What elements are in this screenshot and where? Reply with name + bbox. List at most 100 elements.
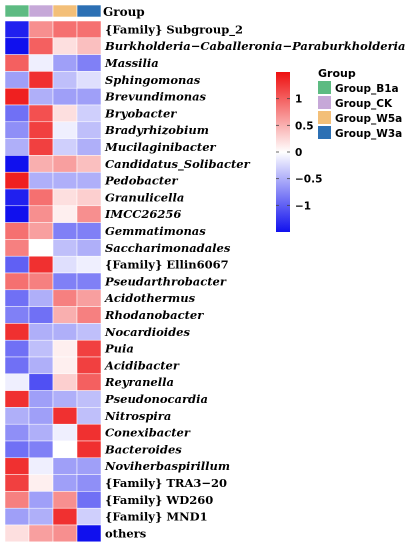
- row-label: {Family} Subgroup_2: [105, 22, 243, 37]
- heatmap-cell: [76, 20, 102, 39]
- heatmap-cell: [4, 54, 30, 72]
- heatmap-cell: [52, 255, 78, 274]
- heatmap-cell: [28, 339, 54, 358]
- tick-label: −0.5: [295, 174, 322, 186]
- heatmap-cell: [52, 457, 78, 475]
- row-label: Brevundimonas: [104, 90, 207, 104]
- heatmap-cell: [52, 188, 78, 207]
- row-label: {Family} Ellin6067: [105, 258, 229, 272]
- row-label: Reyranella: [104, 375, 174, 389]
- heatmap-cell: [76, 272, 102, 291]
- heatmap-cell: [4, 155, 30, 173]
- legend-label: Group_W5a: [335, 113, 402, 125]
- heatmap-cell: [52, 507, 78, 526]
- heatmap-cell: [52, 54, 78, 72]
- heatmap-cell: [52, 524, 78, 543]
- heatmap-cell: [52, 71, 78, 89]
- heatmap-cell: [4, 440, 30, 459]
- row-label: Pseudarthrobacter: [104, 274, 227, 288]
- heatmap-cell: [4, 255, 30, 274]
- annotation-cell-group-b1a: [4, 4, 30, 18]
- row-label: Puia: [104, 342, 134, 356]
- row-label: Gemmatimonas: [105, 224, 206, 238]
- row-label: IMCC26256: [104, 207, 181, 221]
- heatmap-cell: [28, 188, 54, 207]
- heatmap-cell: [52, 474, 78, 492]
- heatmap-cell: [52, 306, 78, 324]
- row-label: Bradyrhizobium: [104, 123, 209, 137]
- heatmap-cell: [4, 121, 30, 139]
- heatmap-cell: [28, 407, 54, 425]
- legend-label: Group_B1a: [335, 83, 399, 95]
- heatmap-cell: [4, 457, 30, 475]
- heatmap-cell: [76, 155, 102, 173]
- heatmap-cell: [52, 138, 78, 156]
- heatmap-cell: [28, 457, 54, 475]
- heatmap-cell: [52, 155, 78, 173]
- heatmap-cell: [4, 222, 30, 240]
- heatmap-cell: [4, 239, 30, 257]
- heatmap-cell: [52, 407, 78, 425]
- annotation-cell-group-w5a: [52, 4, 78, 18]
- heatmap-cell: [28, 373, 54, 391]
- heatmap-cell: [52, 121, 78, 139]
- heatmap-cell: [76, 491, 102, 509]
- heatmap-cell: [4, 407, 30, 425]
- heatmap-cell: [4, 205, 30, 223]
- heatmap-cell: [28, 155, 54, 173]
- heatmap-cell: [76, 474, 102, 492]
- heatmap-cell: [52, 87, 78, 106]
- tick-label: 0: [295, 147, 302, 159]
- heatmap-cell: [76, 54, 102, 72]
- heatmap-cell: [4, 423, 30, 442]
- heatmap-cell: [52, 423, 78, 442]
- heatmap-cell: [4, 373, 30, 391]
- heatmap-cell: [4, 188, 30, 207]
- heatmap-cell: [76, 390, 102, 408]
- heatmap-cell: [28, 104, 54, 123]
- heatmap-cell: [52, 440, 78, 459]
- heatmap-cell: [76, 407, 102, 425]
- heatmap-cell: [28, 87, 54, 106]
- row-label: Acidothermus: [104, 291, 196, 305]
- color-scale-bar: [276, 72, 290, 232]
- row-label: Massilia: [104, 56, 159, 70]
- heatmap-cell: [4, 474, 30, 492]
- heatmap-cell: [4, 524, 30, 543]
- heatmap-cell: [28, 255, 54, 274]
- row-label: {Family} TRA3−20: [105, 476, 227, 490]
- heatmap-cell: [28, 54, 54, 72]
- heatmap-cell: [76, 222, 102, 240]
- legend-label: Group_CK: [335, 98, 393, 110]
- heatmap-cell: [52, 390, 78, 408]
- legend-label: Group_W3a: [335, 128, 402, 140]
- heatmap-cell: [76, 239, 102, 257]
- heatmap-cell: [28, 323, 54, 341]
- heatmap-cell: [4, 272, 30, 291]
- row-label: others: [105, 526, 146, 540]
- heatmap-cell: [28, 239, 54, 257]
- heatmap-cell: [76, 339, 102, 358]
- heatmap-cell: [76, 138, 102, 156]
- heatmap-cell: [4, 289, 30, 307]
- heatmap-cell: [76, 171, 102, 190]
- heatmap-cell: [28, 289, 54, 307]
- heatmap-cell: [76, 255, 102, 274]
- heatmap-cell: [52, 20, 78, 39]
- row-label: Pedobacter: [104, 174, 178, 188]
- row-label: Burkholderia−Caballeronia−Paraburkholder…: [104, 39, 405, 53]
- legend-swatch: [318, 81, 331, 94]
- annotation-title: Group: [103, 5, 145, 19]
- heatmap-cell: [28, 222, 54, 240]
- group-annotation-bar: Group: [4, 4, 145, 19]
- heatmap-cell: [28, 138, 54, 156]
- heatmap-cell: [28, 306, 54, 324]
- annotation-cell-group-w3a: [76, 4, 102, 18]
- row-label: Nocardioides: [104, 325, 191, 339]
- heatmap-cell: [4, 37, 30, 55]
- heatmap-cell: [4, 507, 30, 526]
- heatmap-cell: [28, 440, 54, 459]
- tick-label: 0.5: [295, 120, 314, 132]
- heatmap-cell: [52, 272, 78, 291]
- legend-swatch: [318, 126, 331, 139]
